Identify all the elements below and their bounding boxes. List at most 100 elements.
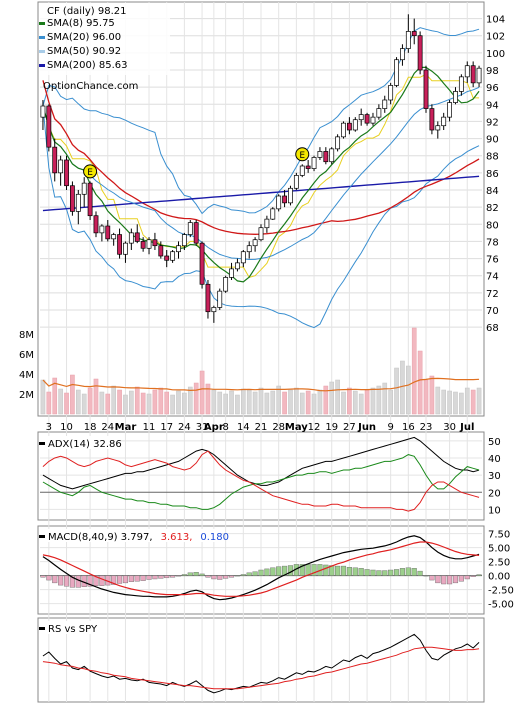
indicator-lines bbox=[40, 436, 482, 694]
volume-bar bbox=[288, 389, 293, 415]
x-tick-label: Jun bbox=[357, 422, 376, 433]
macd-histogram-bar bbox=[388, 569, 394, 576]
macd-histogram-bar bbox=[264, 568, 270, 576]
volume-bar bbox=[246, 389, 252, 415]
candle-body bbox=[258, 227, 264, 241]
macd-value: MACD(8,40,9) 3.797, bbox=[48, 532, 153, 543]
volume-tick-label: 2M bbox=[19, 390, 34, 401]
price-tick-label: 72 bbox=[486, 289, 499, 300]
price-tick-label: 92 bbox=[486, 117, 499, 128]
macd-signal-line bbox=[42, 541, 480, 597]
candle-body bbox=[264, 218, 270, 229]
volume-bar bbox=[134, 386, 140, 415]
candle-body bbox=[411, 31, 417, 37]
candle-body bbox=[346, 122, 352, 131]
volume-bar bbox=[170, 394, 175, 415]
volume-bar bbox=[158, 387, 164, 415]
macd-histogram-bar bbox=[476, 574, 482, 576]
candle-body bbox=[40, 105, 46, 118]
macd-histogram-bar bbox=[152, 575, 158, 580]
macd-histogram-bar bbox=[352, 567, 358, 576]
volume-bar bbox=[358, 393, 364, 415]
candle-body bbox=[229, 268, 234, 278]
volume-bar bbox=[211, 389, 217, 415]
volume-bar bbox=[70, 374, 75, 415]
volume-bar bbox=[146, 393, 152, 415]
chart-title: CF (daily) 98.21 bbox=[47, 6, 126, 17]
candle-body bbox=[146, 239, 152, 249]
macd-histogram-bar bbox=[175, 575, 182, 577]
macd-histogram-bar bbox=[376, 570, 382, 576]
volume-bar bbox=[294, 387, 299, 415]
candle-body bbox=[217, 290, 223, 308]
legend-label: SMA(200) 85.63 bbox=[47, 60, 128, 71]
candle-body bbox=[364, 114, 370, 124]
earnings-marker-label: E bbox=[87, 168, 93, 178]
candle-body bbox=[87, 182, 93, 217]
candle-body bbox=[117, 234, 122, 255]
x-tick-label: Mar bbox=[115, 422, 137, 433]
price-tick-label: 82 bbox=[486, 203, 499, 214]
macd-histogram-bar bbox=[299, 564, 305, 576]
candle-body bbox=[400, 48, 405, 61]
volume-bar bbox=[411, 327, 417, 415]
x-tick-label: Apr bbox=[204, 422, 224, 433]
candle-body bbox=[81, 182, 87, 195]
legend-background bbox=[40, 3, 170, 75]
x-tick-label: 24 bbox=[101, 422, 114, 433]
x-tick-label: 16 bbox=[402, 422, 415, 433]
legend-label: SMA(20) 96.00 bbox=[47, 32, 121, 43]
price-tick-label: 98 bbox=[486, 66, 499, 77]
volume-bar bbox=[75, 389, 81, 415]
price-tick-label: 94 bbox=[486, 100, 499, 111]
price-tick-label: 80 bbox=[486, 220, 499, 231]
candle-body bbox=[164, 255, 170, 261]
volume-bar bbox=[229, 390, 234, 415]
price-tick-label: 76 bbox=[486, 255, 499, 266]
macd-histogram-bar bbox=[217, 575, 223, 580]
candle-body bbox=[152, 239, 158, 247]
volume-bar bbox=[429, 375, 435, 415]
volume-bar bbox=[435, 386, 441, 415]
macd-histogram-bar bbox=[111, 575, 117, 585]
macd-histogram-bar bbox=[99, 575, 105, 586]
macd-histogram-bar bbox=[358, 568, 364, 576]
candle-body bbox=[429, 108, 435, 131]
volume-bar bbox=[329, 381, 335, 415]
macd-histogram-bar bbox=[193, 572, 199, 576]
price-tick-label: 70 bbox=[486, 306, 499, 317]
volume-bar bbox=[464, 387, 470, 415]
macd-histogram-bar bbox=[470, 575, 476, 577]
candle-body bbox=[134, 232, 140, 242]
price-tick-label: 78 bbox=[486, 237, 499, 248]
candle-body bbox=[323, 151, 329, 163]
rs-series-line bbox=[42, 633, 480, 694]
volume-bar bbox=[217, 391, 223, 415]
macd-histogram-bar bbox=[52, 575, 58, 584]
candle-body bbox=[276, 195, 282, 210]
macd-histogram-bar bbox=[370, 569, 376, 576]
macd-histogram-bar bbox=[458, 575, 464, 582]
macd-histogram-bar bbox=[276, 566, 282, 576]
macd-histogram-bar bbox=[58, 575, 64, 586]
volume-bar bbox=[152, 389, 158, 415]
volume-bar bbox=[123, 394, 128, 415]
macd-histogram-bar bbox=[258, 569, 264, 576]
candle-body bbox=[252, 239, 258, 247]
candle-body bbox=[246, 245, 252, 253]
macd-histogram-bar bbox=[417, 570, 423, 576]
candle-body bbox=[105, 225, 111, 240]
candle-body bbox=[128, 232, 134, 244]
volume-bar bbox=[270, 390, 276, 415]
macd-swatch bbox=[39, 535, 45, 538]
volume-bar bbox=[235, 394, 240, 415]
volume-bar bbox=[182, 392, 187, 415]
macd-histogram-bar bbox=[423, 575, 429, 577]
macd-histogram-bar bbox=[122, 575, 129, 584]
volume-bar bbox=[370, 387, 376, 415]
macd-histogram-bar bbox=[46, 575, 52, 581]
candle-body bbox=[64, 159, 69, 187]
candle-body bbox=[282, 195, 287, 204]
